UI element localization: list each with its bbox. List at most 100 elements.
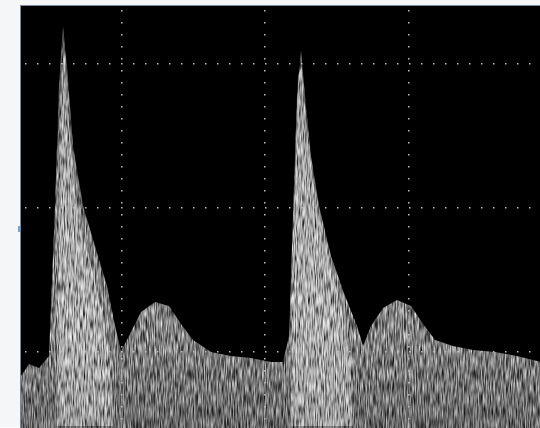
grid-dot — [264, 34, 266, 36]
grid-dot — [264, 238, 266, 240]
grid-dot — [121, 94, 123, 96]
grid-dot — [408, 94, 410, 96]
grid-dot — [493, 351, 495, 353]
grid-dot — [408, 106, 410, 108]
grid-dot — [121, 190, 123, 192]
grid-dot — [121, 382, 123, 384]
grid-vertical — [121, 10, 410, 420]
grid-dot — [517, 207, 519, 209]
grid-dot — [408, 142, 410, 144]
grid-dot — [157, 207, 159, 209]
grid-dot — [457, 351, 459, 353]
grid-dot — [408, 322, 410, 324]
grid-dot — [121, 262, 123, 264]
grid-dot — [169, 63, 171, 65]
grid-dot — [408, 70, 410, 72]
grid-dot — [361, 207, 363, 209]
grid-dot — [121, 406, 123, 408]
grid-dot — [241, 207, 243, 209]
grid-dot — [349, 207, 351, 209]
grid-dot — [433, 207, 435, 209]
grid-dot — [481, 63, 483, 65]
grid-dot — [325, 63, 327, 65]
grid-dot — [264, 190, 266, 192]
grid-dot — [229, 63, 231, 65]
grid-dot — [121, 118, 123, 120]
grid-dot — [145, 207, 147, 209]
grid-dot — [264, 262, 266, 264]
grid-dot — [445, 351, 447, 353]
grid-dot — [421, 63, 423, 65]
grid-dot — [121, 34, 123, 36]
grid-dot — [205, 63, 207, 65]
grid-dot — [264, 358, 266, 360]
grid-dot — [481, 351, 483, 353]
grid-dot — [121, 250, 123, 252]
grid-dot — [264, 298, 266, 300]
grid-dot — [529, 63, 531, 65]
grid-dot — [264, 70, 266, 72]
grid-dot — [325, 207, 327, 209]
grid-dot — [408, 358, 410, 360]
grid-dot — [373, 351, 375, 353]
grid-dot — [37, 207, 39, 209]
grid-dot — [121, 334, 123, 336]
grid-dot — [25, 63, 27, 65]
grid-dot — [397, 63, 399, 65]
grid-dot — [217, 63, 219, 65]
grid-dot — [264, 82, 266, 84]
grid-dot — [229, 351, 231, 353]
grid-dot — [264, 46, 266, 48]
grid-dot — [264, 418, 266, 420]
grid-dot — [264, 250, 266, 252]
grid-dot — [193, 351, 195, 353]
grid-dot — [313, 207, 315, 209]
grid-dot — [408, 214, 410, 216]
grid-dot — [277, 63, 279, 65]
grid-dot — [409, 63, 411, 65]
grid-dot — [121, 370, 123, 372]
grid-dot — [408, 286, 410, 288]
grid-dot — [241, 351, 243, 353]
grid-dot — [109, 207, 111, 209]
grid-dot — [264, 322, 266, 324]
grid-dot — [337, 63, 339, 65]
grid-dot — [121, 238, 123, 240]
doppler-waveform-image — [21, 6, 540, 428]
grid-dot — [37, 63, 39, 65]
grid-dot — [264, 334, 266, 336]
grid-dot — [409, 207, 411, 209]
grid-dot — [121, 346, 123, 348]
grid-dot — [529, 207, 531, 209]
grid-dot — [121, 214, 123, 216]
grid-dot — [121, 10, 123, 12]
grid-dot — [264, 154, 266, 156]
grid-dot — [408, 118, 410, 120]
grid-dot — [264, 406, 266, 408]
grid-dot — [265, 63, 267, 65]
grid-dot — [73, 207, 75, 209]
grid-dot — [121, 207, 123, 209]
grid-dot — [264, 370, 266, 372]
grid-dot — [264, 214, 266, 216]
grid-dot — [73, 351, 75, 353]
grid-dot — [25, 351, 27, 353]
grid-dot — [289, 63, 291, 65]
grid-dot — [121, 154, 123, 156]
grid-dot — [181, 351, 183, 353]
grid-dot — [349, 63, 351, 65]
grid-dot — [408, 274, 410, 276]
grid-dot — [277, 351, 279, 353]
grid-dot — [421, 207, 423, 209]
grid-dot — [529, 351, 531, 353]
grid-dot — [277, 207, 279, 209]
grid-dot — [121, 142, 123, 144]
grid-dot — [408, 262, 410, 264]
grid-dot — [121, 274, 123, 276]
grid-dot — [121, 226, 123, 228]
grid-dot — [49, 351, 51, 353]
grid-dot — [408, 154, 410, 156]
grid-dot — [408, 334, 410, 336]
grid-dot — [505, 207, 507, 209]
grid-dot — [457, 63, 459, 65]
